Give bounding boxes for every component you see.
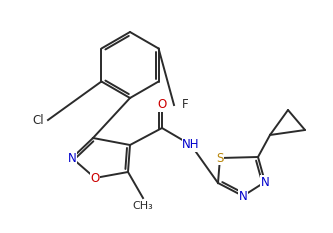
Text: CH₃: CH₃ [133, 201, 154, 211]
Text: N: N [68, 151, 76, 164]
Text: F: F [182, 99, 188, 112]
Text: O: O [158, 99, 166, 112]
Text: N: N [239, 189, 247, 202]
Text: O: O [90, 171, 100, 185]
Text: Cl: Cl [32, 113, 44, 127]
Text: NH: NH [182, 138, 200, 151]
Text: N: N [261, 175, 269, 188]
Text: S: S [216, 151, 224, 164]
